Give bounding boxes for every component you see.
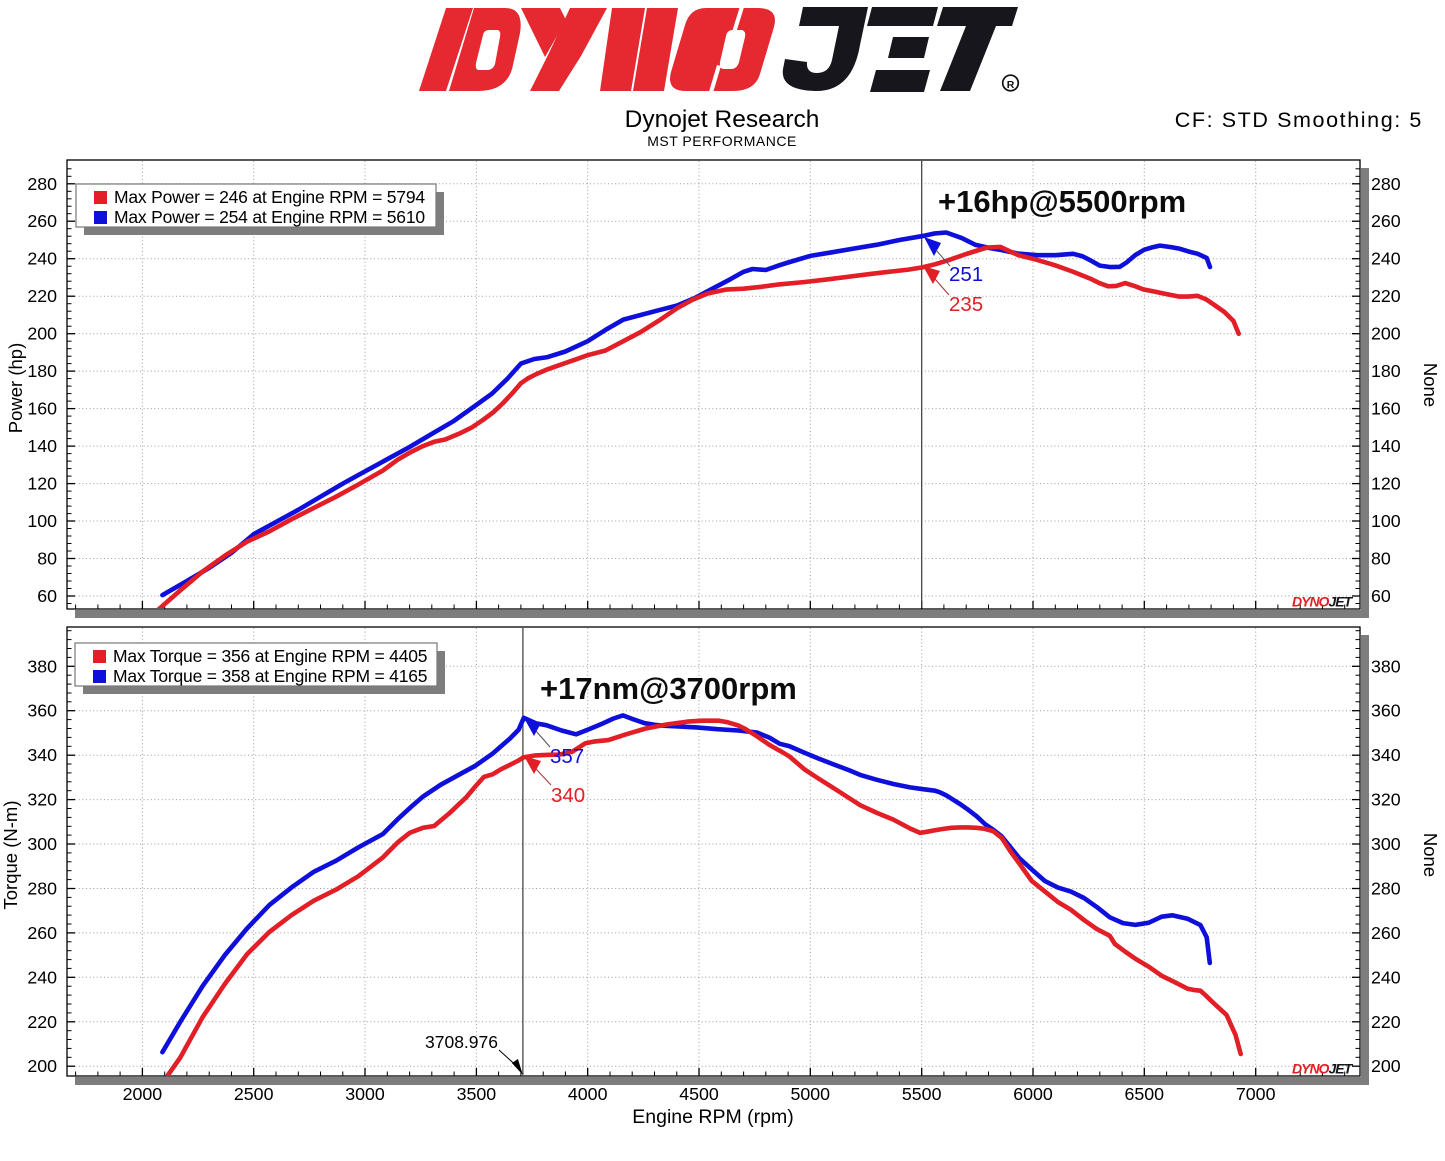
svg-text:280: 280	[1371, 174, 1401, 194]
svg-text:Dynojet Research: Dynojet Research	[625, 106, 820, 133]
svg-text:2500: 2500	[234, 1084, 274, 1104]
svg-text:357: 357	[550, 745, 584, 768]
svg-text:140: 140	[1371, 436, 1401, 456]
svg-text:340: 340	[1371, 745, 1401, 765]
svg-text:160: 160	[27, 399, 57, 419]
svg-text:251: 251	[949, 263, 983, 286]
svg-text:Power (hp): Power (hp)	[5, 343, 26, 433]
svg-text:Max Torque = 356 at Engine RPM: Max Torque = 356 at Engine RPM = 4405	[113, 646, 427, 666]
svg-text:100: 100	[1371, 511, 1401, 531]
svg-text:200: 200	[27, 324, 57, 344]
svg-text:None: None	[1420, 833, 1441, 877]
svg-text:220: 220	[27, 286, 57, 306]
svg-text:60: 60	[1371, 586, 1391, 606]
svg-text:200: 200	[1371, 324, 1401, 344]
svg-text:Max Power = 254 at Engine RPM: Max Power = 254 at Engine RPM = 5610	[114, 207, 425, 227]
svg-text:DYNOJET: DYNOJET	[1292, 594, 1354, 610]
svg-text:200: 200	[27, 1056, 57, 1076]
svg-text:320: 320	[1371, 790, 1401, 810]
svg-text:None: None	[1420, 363, 1441, 407]
svg-text:380: 380	[1371, 656, 1401, 676]
svg-text:80: 80	[37, 549, 57, 569]
svg-text:360: 360	[1371, 701, 1401, 721]
svg-text:300: 300	[1371, 834, 1401, 854]
svg-text:260: 260	[1371, 211, 1401, 231]
svg-text:260: 260	[27, 211, 57, 231]
svg-text:MST PERFORMANCE: MST PERFORMANCE	[647, 133, 797, 149]
svg-text:2000: 2000	[123, 1084, 163, 1104]
svg-text:140: 140	[27, 436, 57, 456]
svg-text:4000: 4000	[568, 1084, 608, 1104]
svg-text:380: 380	[27, 656, 57, 676]
svg-text:5500: 5500	[902, 1084, 942, 1104]
svg-text:180: 180	[1371, 361, 1401, 381]
svg-text:120: 120	[1371, 474, 1401, 494]
svg-text:6500: 6500	[1125, 1084, 1165, 1104]
svg-text:+17nm@3700rpm: +17nm@3700rpm	[540, 671, 797, 706]
svg-text:320: 320	[27, 790, 57, 810]
svg-text:240: 240	[27, 249, 57, 269]
svg-text:160: 160	[1371, 399, 1401, 419]
svg-text:235: 235	[949, 293, 983, 316]
svg-text:Max Power = 246 at Engine RPM: Max Power = 246 at Engine RPM = 5794	[114, 187, 425, 207]
svg-text:260: 260	[27, 923, 57, 943]
svg-text:6000: 6000	[1013, 1084, 1053, 1104]
svg-text:340: 340	[551, 784, 585, 807]
svg-text:Max Torque = 358 at Engine RPM: Max Torque = 358 at Engine RPM = 4165	[113, 666, 427, 686]
svg-text:340: 340	[27, 745, 57, 765]
svg-text:DYNOJET: DYNOJET	[1292, 1061, 1354, 1077]
svg-text:220: 220	[1371, 1012, 1401, 1032]
svg-text:+16hp@5500rpm: +16hp@5500rpm	[938, 184, 1186, 219]
svg-text:Torque (N-m): Torque (N-m)	[0, 801, 21, 910]
svg-text:80: 80	[1371, 549, 1391, 569]
svg-text:200: 200	[1371, 1056, 1401, 1076]
svg-text:180: 180	[27, 361, 57, 381]
svg-text:300: 300	[27, 834, 57, 854]
svg-text:280: 280	[27, 174, 57, 194]
svg-text:3708.976: 3708.976	[425, 1032, 498, 1052]
svg-text:R: R	[1007, 79, 1015, 91]
svg-text:120: 120	[27, 474, 57, 494]
svg-text:Engine RPM (rpm): Engine RPM (rpm)	[632, 1106, 793, 1128]
svg-text:260: 260	[1371, 923, 1401, 943]
svg-text:360: 360	[27, 701, 57, 721]
svg-text:CF: STD Smoothing: 5: CF: STD Smoothing: 5	[1175, 108, 1423, 132]
svg-text:280: 280	[1371, 879, 1401, 899]
svg-text:280: 280	[27, 879, 57, 899]
svg-text:5000: 5000	[791, 1084, 831, 1104]
svg-text:220: 220	[1371, 286, 1401, 306]
svg-text:100: 100	[27, 511, 57, 531]
svg-text:240: 240	[1371, 967, 1401, 987]
svg-text:7000: 7000	[1236, 1084, 1276, 1104]
svg-text:3000: 3000	[345, 1084, 385, 1104]
svg-text:240: 240	[27, 967, 57, 987]
svg-text:3500: 3500	[457, 1084, 497, 1104]
svg-text:4500: 4500	[679, 1084, 719, 1104]
svg-text:220: 220	[27, 1012, 57, 1032]
svg-text:60: 60	[37, 586, 57, 606]
svg-text:240: 240	[1371, 249, 1401, 269]
